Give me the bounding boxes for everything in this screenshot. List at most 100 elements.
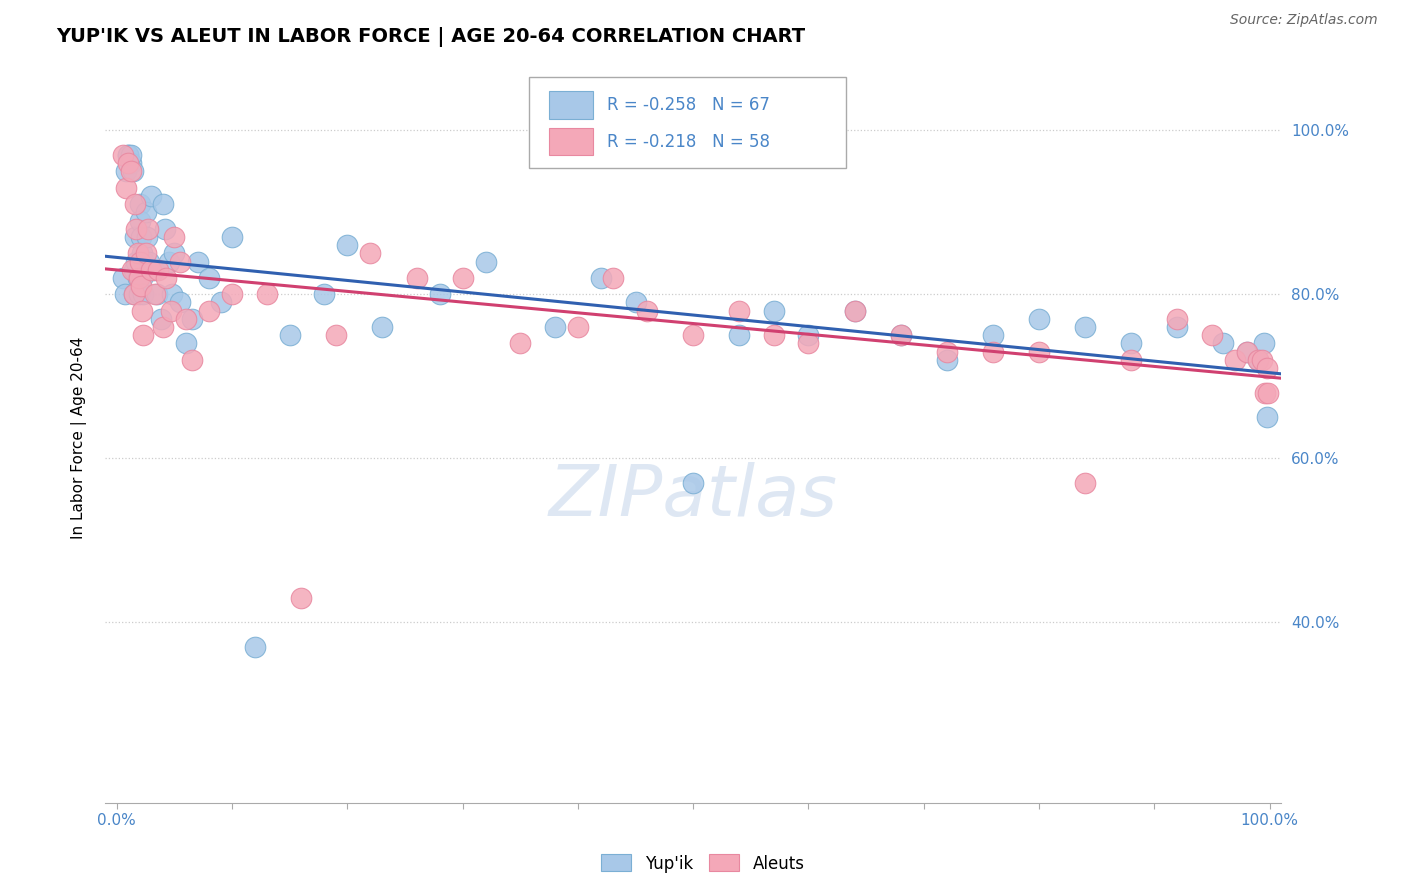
Point xyxy=(115,180,138,194)
Point xyxy=(120,164,142,178)
Point xyxy=(221,230,243,244)
Point xyxy=(122,164,145,178)
Point xyxy=(1256,361,1278,376)
Point xyxy=(762,303,785,318)
Point xyxy=(243,640,266,654)
Point xyxy=(1247,352,1270,367)
Point xyxy=(129,279,152,293)
Point xyxy=(146,287,169,301)
Point xyxy=(117,148,139,162)
Point xyxy=(198,303,221,318)
Point xyxy=(198,271,221,285)
Point xyxy=(1212,336,1234,351)
Text: YUP'IK VS ALEUT IN LABOR FORCE | AGE 20-64 CORRELATION CHART: YUP'IK VS ALEUT IN LABOR FORCE | AGE 20-… xyxy=(56,27,806,46)
Point xyxy=(152,197,174,211)
Point xyxy=(1028,312,1050,326)
Text: R = -0.258   N = 67: R = -0.258 N = 67 xyxy=(607,96,770,114)
Point xyxy=(1028,344,1050,359)
Point xyxy=(359,246,381,260)
Point xyxy=(1247,352,1270,367)
Point xyxy=(131,303,153,318)
Point xyxy=(163,230,186,244)
Point xyxy=(624,295,647,310)
Point xyxy=(128,254,150,268)
Point xyxy=(1166,320,1188,334)
Point xyxy=(890,328,912,343)
Point xyxy=(1256,410,1278,425)
Point xyxy=(134,254,156,268)
Point xyxy=(149,312,172,326)
Point xyxy=(981,328,1004,343)
Point xyxy=(256,287,278,301)
Point xyxy=(111,148,134,162)
Point xyxy=(125,221,148,235)
Point xyxy=(163,246,186,260)
Point xyxy=(1074,475,1097,490)
Point xyxy=(1254,385,1277,400)
Point xyxy=(180,312,202,326)
FancyBboxPatch shape xyxy=(548,128,593,155)
Point xyxy=(1236,344,1258,359)
Point xyxy=(290,591,312,605)
Point xyxy=(141,262,163,277)
Point xyxy=(128,213,150,227)
Point xyxy=(120,156,142,170)
Point xyxy=(131,246,153,260)
Point xyxy=(128,287,150,301)
Point xyxy=(160,303,183,318)
Point xyxy=(174,336,197,351)
Point xyxy=(636,303,658,318)
Point xyxy=(728,303,751,318)
Point xyxy=(148,262,170,277)
Point xyxy=(1223,352,1246,367)
Point xyxy=(143,287,166,301)
Point xyxy=(935,352,957,367)
Point xyxy=(117,156,139,170)
Point xyxy=(160,287,183,301)
Text: Source: ZipAtlas.com: Source: ZipAtlas.com xyxy=(1230,13,1378,28)
Point xyxy=(221,287,243,301)
Text: ZIPatlas: ZIPatlas xyxy=(548,462,838,531)
FancyBboxPatch shape xyxy=(529,77,846,168)
Point xyxy=(120,148,142,162)
Text: R = -0.218   N = 58: R = -0.218 N = 58 xyxy=(607,133,770,151)
Point xyxy=(174,312,197,326)
Point xyxy=(1253,336,1275,351)
Point xyxy=(544,320,567,334)
Point xyxy=(122,287,145,301)
Point xyxy=(1257,385,1279,400)
Point xyxy=(115,164,138,178)
Point xyxy=(169,295,191,310)
Point xyxy=(142,262,165,277)
Point xyxy=(121,262,143,277)
Point xyxy=(186,254,208,268)
Point xyxy=(128,271,150,285)
Point xyxy=(131,271,153,285)
Point xyxy=(132,328,155,343)
Point xyxy=(336,238,359,252)
Point xyxy=(451,271,474,285)
Y-axis label: In Labor Force | Age 20-64: In Labor Force | Age 20-64 xyxy=(72,336,87,539)
Point xyxy=(405,271,427,285)
Point xyxy=(1236,344,1258,359)
Point xyxy=(762,328,785,343)
Point xyxy=(1074,320,1097,334)
Point xyxy=(1201,328,1223,343)
Point xyxy=(682,328,704,343)
Point xyxy=(122,287,145,301)
Point xyxy=(135,205,157,219)
Point xyxy=(429,287,451,301)
Point xyxy=(169,254,191,268)
Point xyxy=(127,246,149,260)
Point xyxy=(844,303,866,318)
Point xyxy=(138,254,160,268)
Point xyxy=(278,328,301,343)
Point xyxy=(180,352,202,367)
Point xyxy=(157,254,180,268)
FancyBboxPatch shape xyxy=(548,91,593,119)
Point xyxy=(682,475,704,490)
Point xyxy=(1121,352,1143,367)
Point xyxy=(135,230,157,244)
Point xyxy=(474,254,496,268)
Point xyxy=(122,262,145,277)
